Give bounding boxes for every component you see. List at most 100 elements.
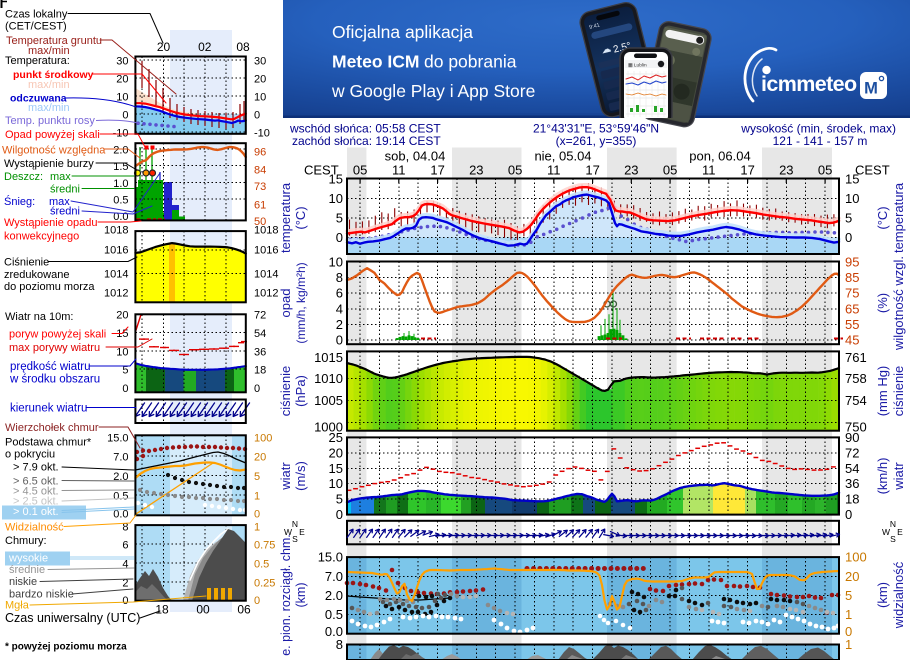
svg-text:10: 10	[116, 346, 128, 358]
svg-text:50: 50	[254, 216, 266, 228]
svg-text:kierunek wiatru: kierunek wiatru	[10, 402, 87, 414]
svg-text:7.0: 7.0	[325, 569, 343, 584]
svg-text:odczuwana: odczuwana	[10, 92, 67, 104]
svg-text:05: 05	[818, 163, 832, 178]
svg-text:0: 0	[254, 110, 260, 122]
svg-text:ciśnienie: ciśnienie	[278, 366, 293, 417]
svg-text:(x=261, y=355): (x=261, y=355)	[556, 134, 637, 148]
svg-text:05: 05	[508, 163, 522, 178]
svg-text:wysokość (min, środek, max): wysokość (min, środek, max)	[740, 122, 896, 136]
svg-text:CEST: CEST	[304, 163, 339, 178]
svg-text:punkt środkowy: punkt środkowy	[13, 69, 94, 81]
svg-text:65: 65	[845, 301, 859, 316]
svg-text:15.0: 15.0	[107, 433, 128, 445]
svg-text:121 - 141 - 157 m: 121 - 141 - 157 m	[773, 134, 868, 148]
svg-text:icmmeteo: icmmeteo	[761, 72, 857, 96]
svg-text:Czas uniwersalny (UTC): Czas uniwersalny (UTC)	[5, 611, 140, 625]
svg-text:0.5: 0.5	[113, 491, 128, 503]
svg-text:CEST: CEST	[855, 163, 890, 178]
svg-text:max/min: max/min	[28, 102, 70, 114]
svg-text:20: 20	[254, 73, 266, 85]
svg-text:e. pion. rozciągł. chm.: e. pion. rozciągł. chm.	[279, 534, 293, 656]
svg-text:100: 100	[254, 433, 272, 445]
svg-text:Temperatura gruntu: Temperatura gruntu	[6, 35, 102, 47]
svg-text:1016: 1016	[104, 245, 128, 257]
svg-text:17: 17	[585, 163, 599, 178]
svg-text:-10: -10	[254, 128, 270, 140]
svg-text:poryw powyżej skali: poryw powyżej skali	[9, 329, 106, 341]
svg-text:pon, 06.04: pon, 06.04	[689, 149, 750, 164]
svg-text:Podstawa chmur*: Podstawa chmur*	[5, 436, 92, 448]
svg-text:bardzo niskie: bardzo niskie	[9, 589, 74, 601]
svg-text:17: 17	[430, 163, 444, 178]
svg-text:wiatr: wiatr	[891, 462, 906, 491]
svg-text:max porywy wiatru: max porywy wiatru	[9, 342, 100, 354]
svg-text:05: 05	[353, 163, 367, 178]
svg-text:54: 54	[845, 461, 859, 476]
svg-text:N: N	[890, 519, 896, 529]
svg-text:widzialność: widzialność	[891, 561, 906, 629]
svg-text:> 2.5 okt.: > 2.5 okt.	[13, 496, 59, 508]
svg-text:23: 23	[779, 163, 793, 178]
svg-text:5: 5	[845, 588, 852, 603]
svg-text:6: 6	[122, 540, 128, 552]
svg-text:prędkość wiatru: prędkość wiatru	[10, 361, 91, 373]
svg-text:10: 10	[329, 191, 343, 206]
svg-text:23: 23	[469, 163, 483, 178]
svg-text:0: 0	[336, 333, 343, 348]
svg-text:5: 5	[336, 211, 343, 226]
svg-text:> 0.1 okt.: > 0.1 okt.	[13, 506, 59, 518]
svg-text:wysokie: wysokie	[8, 553, 48, 565]
svg-text:0.25: 0.25	[254, 578, 275, 590]
svg-text:06: 06	[237, 603, 251, 617]
svg-text:2: 2	[336, 317, 343, 332]
svg-text:1016: 1016	[254, 245, 278, 257]
svg-text:1000: 1000	[314, 420, 343, 435]
svg-text:max/min: max/min	[28, 79, 70, 91]
svg-text:Oficjalna aplikacja: Oficjalna aplikacja	[332, 22, 473, 42]
svg-text:1012: 1012	[254, 288, 278, 300]
svg-text:00: 00	[196, 603, 210, 617]
svg-text:75: 75	[845, 286, 859, 301]
svg-text:2.0: 2.0	[113, 145, 128, 157]
svg-text:max: max	[49, 196, 70, 208]
svg-text:8: 8	[336, 270, 343, 285]
svg-text:* powyżej poziomu morza: * powyżej poziomu morza	[5, 642, 127, 653]
svg-text:Wierzchołek chmur: Wierzchołek chmur	[5, 422, 99, 434]
svg-text:20: 20	[116, 73, 128, 85]
svg-text:73: 73	[254, 181, 266, 193]
svg-text:ciśnienie: ciśnienie	[891, 366, 906, 417]
svg-text:E: E	[897, 527, 903, 537]
svg-text:▦ Lublin: ▦ Lublin	[628, 63, 647, 69]
svg-text:1012: 1012	[104, 288, 128, 300]
svg-text:(km): (km)	[875, 582, 890, 608]
svg-text:w środku obszaru: w środku obszaru	[9, 373, 100, 385]
svg-text:11: 11	[547, 163, 561, 178]
svg-text:S: S	[292, 534, 298, 544]
svg-text:10: 10	[329, 255, 343, 270]
svg-text:10: 10	[329, 476, 343, 491]
svg-text:1010: 1010	[314, 371, 343, 386]
svg-text:11: 11	[392, 163, 406, 178]
svg-text:6: 6	[336, 286, 343, 301]
svg-text:0.75: 0.75	[254, 540, 275, 552]
svg-text:21°43'31"E, 53°59'46"N: 21°43'31"E, 53°59'46"N	[533, 122, 659, 136]
svg-text:(CET/CEST): (CET/CEST)	[5, 20, 67, 32]
svg-text:do pobrania: do pobrania	[424, 52, 517, 72]
svg-text:761: 761	[845, 350, 867, 365]
svg-text:Opad powyżej skali: Opad powyżej skali	[5, 129, 100, 141]
svg-text:0.5: 0.5	[113, 194, 128, 206]
svg-text:Meteo ICM: Meteo ICM	[332, 52, 420, 72]
svg-text:1: 1	[845, 607, 852, 622]
svg-text:55: 55	[845, 317, 859, 332]
svg-text:23: 23	[624, 163, 638, 178]
svg-text:Deszcz:: Deszcz:	[4, 171, 43, 183]
svg-text:8: 8	[122, 522, 128, 534]
svg-text:średnie: średnie	[9, 564, 45, 576]
svg-text:15: 15	[116, 328, 128, 340]
svg-text:1005: 1005	[314, 393, 343, 408]
svg-text:(mm Hg): (mm Hg)	[875, 366, 890, 417]
svg-text:(°C): (°C)	[293, 206, 308, 229]
svg-text:758: 758	[845, 371, 867, 386]
svg-text:2.0: 2.0	[325, 588, 343, 603]
